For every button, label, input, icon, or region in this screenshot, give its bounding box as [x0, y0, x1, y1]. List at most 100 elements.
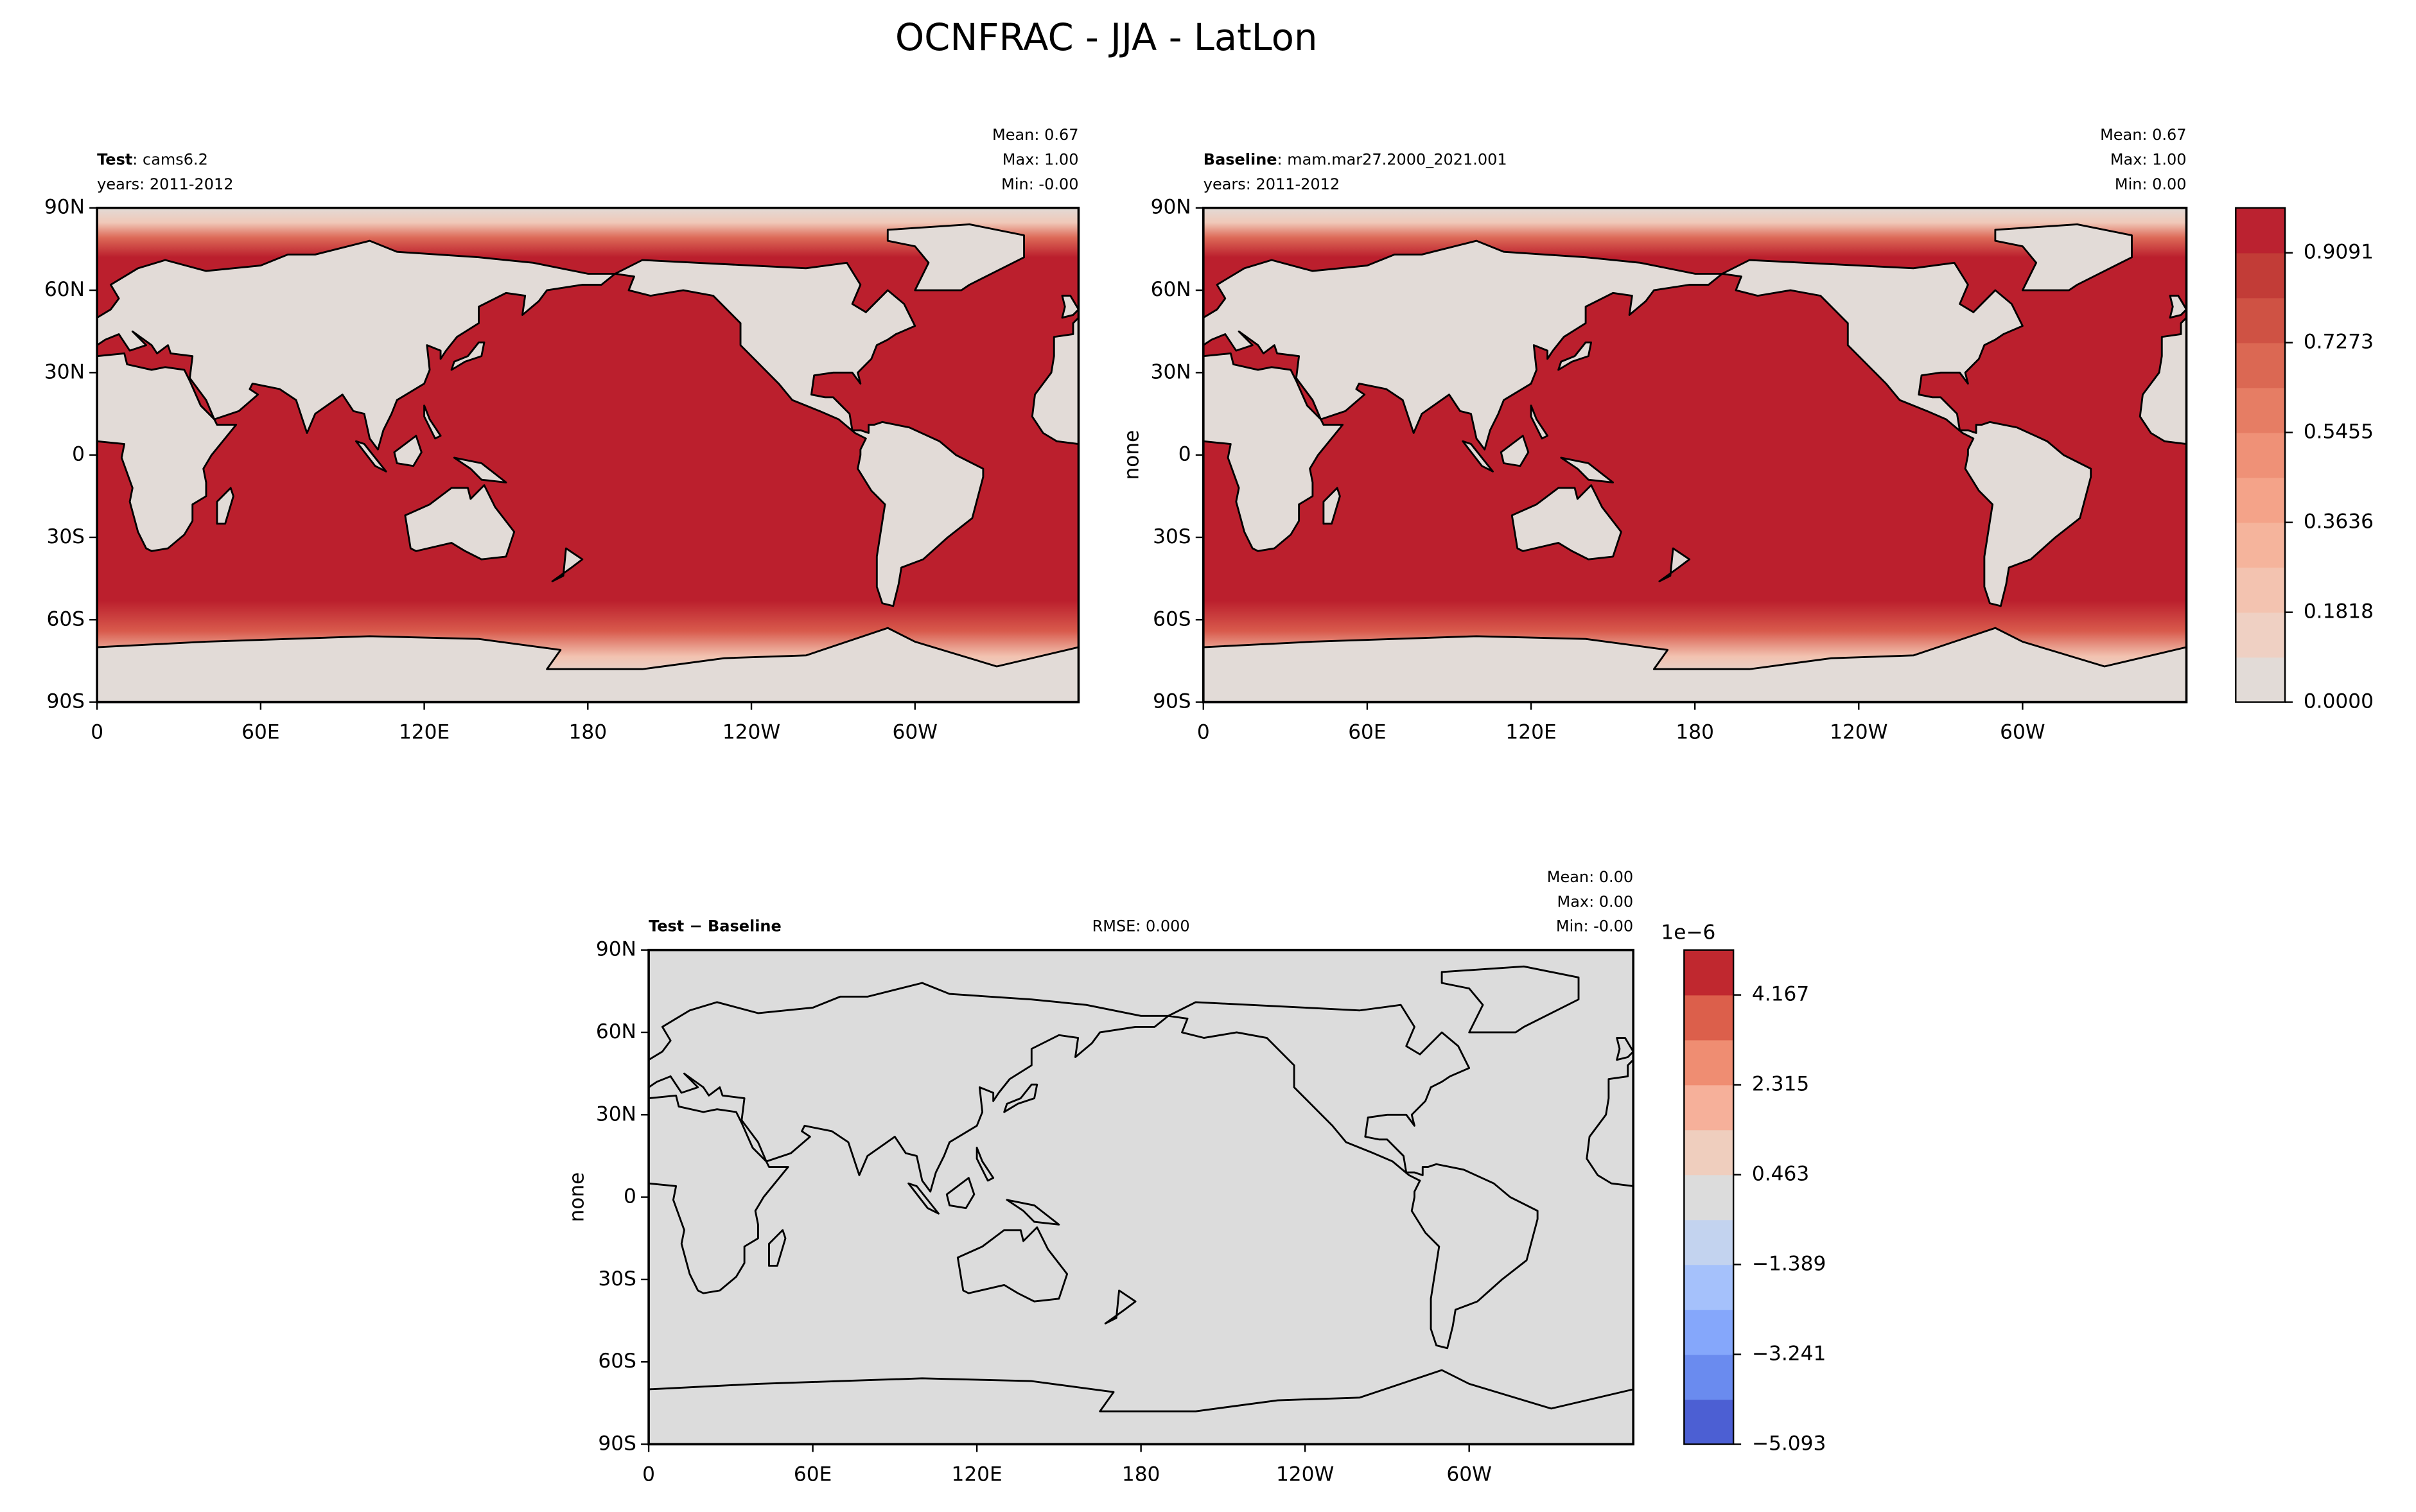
x-tick-label: 180 [1122, 1463, 1160, 1486]
figure-title: OCNFRAC - JJA - LatLon [895, 16, 1318, 59]
y-tick-label: 30N [44, 360, 85, 383]
x-tick-label: 180 [1676, 721, 1714, 744]
colorbar-tick-label: 0.1818 [2304, 600, 2374, 623]
x-tick-label: 120W [1276, 1463, 1334, 1486]
colorbar-band [2236, 297, 2286, 343]
land [1203, 239, 1724, 451]
panel-stat: Min: 0.00 [2115, 175, 2187, 193]
colorbar-tick-label: −1.389 [1752, 1253, 1826, 1276]
land [1006, 1199, 1060, 1226]
colorbar-band [1684, 1174, 1734, 1221]
land [1557, 341, 1593, 371]
y-axis-label: none [566, 1172, 589, 1222]
x-tick-label: 120W [722, 721, 780, 744]
colorbar-band [1684, 1354, 1734, 1400]
colorbar-tick-label: 0.3636 [2304, 510, 2374, 534]
colorbar-tick-label: −3.241 [1752, 1343, 1826, 1366]
panel-label: Test: cams6.2 [97, 150, 208, 168]
colorbar-band [1684, 995, 1734, 1041]
land [423, 404, 442, 440]
y-tick-label: 60N [44, 278, 85, 301]
colorbar-tick-label: 0.463 [1752, 1163, 1809, 1186]
land [1721, 259, 2092, 607]
panel-years: years: 2011-2012 [1204, 175, 1340, 193]
colorbar-band [1684, 950, 1734, 996]
colorbar-band [2236, 252, 2286, 299]
land [649, 982, 1169, 1193]
land [907, 1182, 940, 1215]
x-tick-label: 60W [1446, 1463, 1492, 1486]
y-tick-label: 0 [624, 1185, 636, 1208]
land [97, 352, 238, 552]
colorbar-band [1684, 1039, 1734, 1086]
panel-label-text: : mam.mar27.2000_2021.001 [1277, 150, 1507, 168]
colorbar-band [1684, 1309, 1734, 1355]
land [2139, 317, 2187, 445]
x-tick-label: 0 [91, 721, 103, 744]
land [450, 341, 486, 371]
land [649, 1369, 1634, 1445]
colorbar-band [2236, 207, 2286, 254]
land [97, 239, 617, 451]
land [768, 1229, 787, 1267]
land [1104, 1289, 1137, 1325]
land [1510, 484, 1622, 560]
x-tick-label: 120E [399, 721, 450, 744]
land [649, 1094, 789, 1294]
y-tick-label: 90S [1153, 690, 1191, 713]
x-tick-label: 0 [1197, 721, 1210, 744]
land [956, 1226, 1069, 1303]
panel-stat: Min: -0.00 [1001, 175, 1078, 193]
x-tick-label: 60W [892, 721, 938, 744]
y-axis-label: none [1120, 430, 1143, 480]
panel-label-text: : cams6.2 [132, 150, 208, 168]
y-tick-label: 90N [1151, 196, 1191, 219]
land [1500, 435, 1530, 467]
colorbar-frame [2235, 207, 2286, 703]
panel-stat: Max: 0.00 [1557, 892, 1634, 910]
colorbar-tick-label: 0.5455 [2304, 421, 2374, 444]
y-tick-label: 30N [596, 1102, 636, 1125]
land [1586, 1059, 1634, 1187]
colorbar-tick-label: 0.7273 [2304, 331, 2374, 354]
colorbar-band [1684, 1399, 1734, 1445]
panel-stat: Mean: 0.67 [2100, 126, 2186, 144]
land [1994, 223, 2133, 291]
y-tick-label: 90N [596, 938, 636, 961]
colorbar-band [1684, 1129, 1734, 1176]
colorbar-tick-label: 2.315 [1752, 1073, 1809, 1096]
land [945, 1177, 976, 1210]
y-tick-label: 0 [72, 443, 85, 466]
land [453, 456, 507, 483]
y-tick-label: 60N [1151, 278, 1191, 301]
land [886, 223, 1025, 291]
land [1003, 1083, 1038, 1113]
land [1061, 295, 1079, 319]
x-tick-label: 180 [569, 721, 608, 744]
panel-years: years: 2011-2012 [97, 175, 233, 193]
panel-label: Test − Baseline [649, 917, 782, 935]
x-tick-label: 0 [642, 1463, 655, 1486]
panel-stat: Max: 1.00 [1002, 150, 1079, 168]
colorbar-band [2236, 657, 2286, 703]
land [1167, 1001, 1539, 1350]
y-tick-label: 60S [46, 607, 84, 630]
panel-stat: Mean: 0.67 [992, 126, 1078, 144]
y-tick-label: 90N [44, 196, 85, 219]
land [2169, 295, 2187, 319]
colorbar-band [2236, 432, 2286, 478]
land [1560, 456, 1615, 483]
panel-stat: Min: -0.00 [1556, 917, 1633, 935]
x-tick-label: 60E [1348, 721, 1386, 744]
land [404, 484, 516, 560]
land [1203, 352, 1344, 552]
y-tick-label: 90S [46, 690, 84, 713]
y-tick-label: 90S [598, 1432, 636, 1455]
colorbar-band [1684, 1264, 1734, 1310]
colorbar-band [1684, 1219, 1734, 1265]
map [97, 207, 1079, 702]
colorbar-band [2236, 477, 2286, 523]
land [216, 487, 234, 525]
colorbar-band [2236, 612, 2286, 658]
colorbar-band [2236, 567, 2286, 613]
